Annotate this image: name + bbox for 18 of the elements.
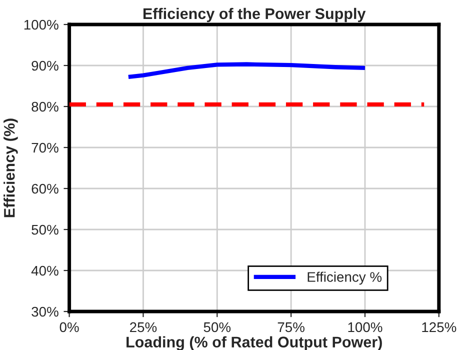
x-tick-label: 125% — [422, 322, 456, 332]
line-series — [126, 62, 368, 80]
x-tick-label: 50% — [204, 322, 231, 332]
y-tick-label: 40% — [31, 266, 58, 276]
y-tick-label: 50% — [32, 224, 58, 235]
y-tick-label: 90% — [32, 60, 58, 71]
x-tick-label: 75% — [278, 322, 304, 332]
x-tick-label: 25% — [130, 322, 157, 332]
y-tick-label: 70% — [32, 142, 58, 153]
chart-title: Efficiency of the Power Supply — [143, 8, 366, 22]
y-tick-label: 80% — [32, 102, 58, 112]
y-tick-label: 60% — [32, 184, 58, 194]
legend-label: Efficiency % — [308, 272, 382, 285]
y-tick-label: 30% — [32, 306, 58, 317]
x-tick-label: 0% — [60, 322, 79, 332]
x-tick-label: 100% — [348, 322, 382, 332]
y-axis-title: Efficiency (%) — [4, 118, 18, 218]
y-tick-label: 100% — [24, 20, 58, 30]
